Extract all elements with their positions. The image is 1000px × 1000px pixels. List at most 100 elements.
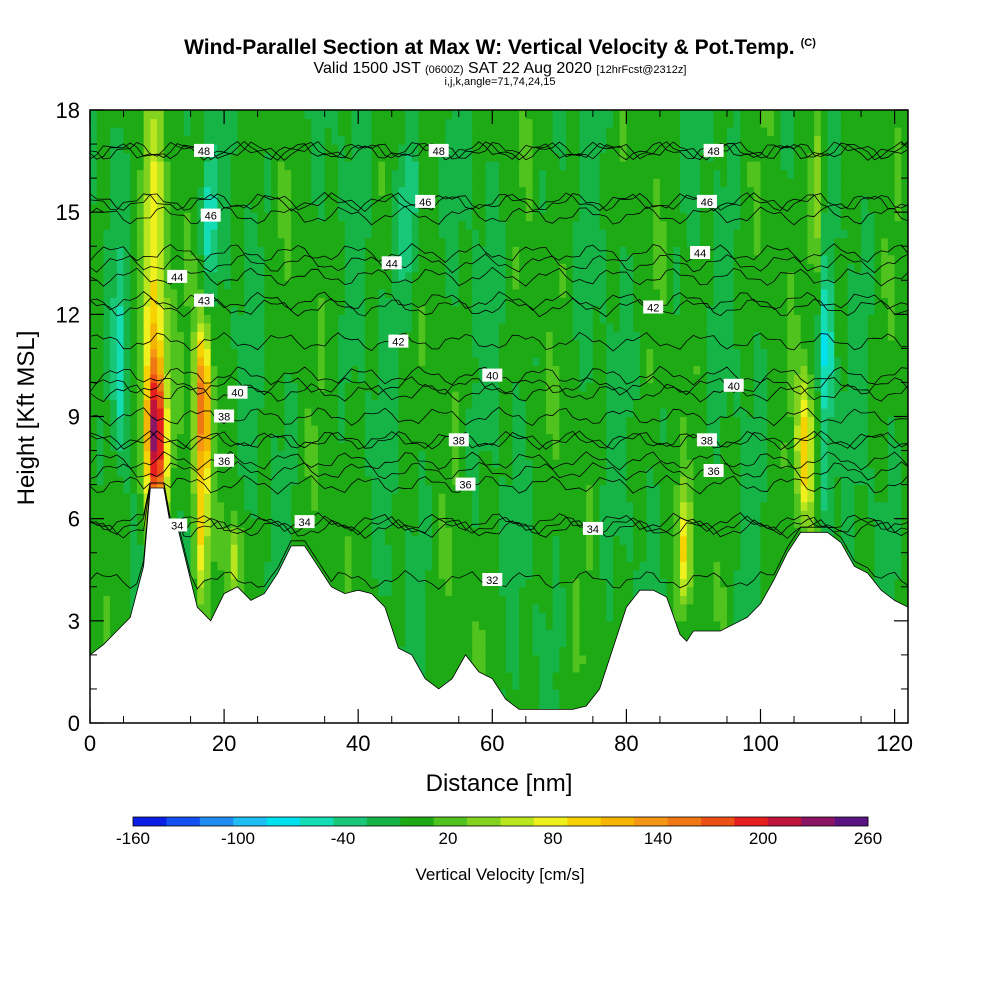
field-cell — [445, 390, 453, 401]
field-cell — [338, 263, 346, 273]
field-cell — [217, 510, 225, 520]
field-cell — [257, 399, 265, 409]
field-cell — [458, 535, 467, 545]
field-cell — [391, 467, 400, 477]
field-cell — [425, 169, 433, 179]
field-cell — [116, 390, 125, 401]
field-cell — [123, 297, 131, 307]
field-cell — [512, 390, 520, 401]
field-cell — [271, 271, 279, 281]
field-cell — [485, 476, 493, 486]
field-cell — [331, 127, 339, 137]
field-cell — [130, 237, 138, 247]
field-cell — [271, 263, 279, 273]
field-cell — [157, 127, 165, 137]
field-cell — [532, 297, 540, 307]
field-cell — [103, 373, 111, 384]
field-cell — [385, 135, 393, 145]
field-cell — [445, 569, 453, 579]
field-cell — [505, 110, 513, 120]
field-cell — [331, 280, 339, 290]
field-cell — [512, 552, 520, 562]
field-cell — [405, 297, 413, 307]
field-cell — [224, 373, 232, 384]
field-cell — [485, 314, 493, 324]
field-cell — [197, 433, 205, 443]
field-cell — [485, 425, 493, 435]
field-cell — [438, 476, 446, 486]
field-cell — [96, 152, 104, 162]
field-cell — [351, 110, 359, 120]
field-cell — [110, 152, 118, 162]
field-cell — [150, 186, 158, 196]
field-cell — [157, 339, 165, 349]
field-cell — [552, 671, 560, 682]
field-cell — [297, 484, 306, 494]
field-cell — [385, 373, 393, 384]
field-cell — [358, 416, 366, 426]
field-cell — [525, 246, 534, 256]
field-cell — [157, 348, 165, 358]
field-cell — [244, 390, 252, 401]
field-cell — [411, 442, 420, 452]
field-cell — [519, 339, 527, 349]
field-cell — [532, 433, 540, 443]
field-cell — [257, 476, 265, 486]
field-cell — [110, 544, 118, 554]
field-cell — [271, 297, 279, 307]
field-cell — [411, 288, 420, 298]
field-cell — [110, 535, 118, 545]
field-cell — [532, 203, 540, 213]
field-cell — [291, 382, 299, 392]
field-cell — [351, 484, 359, 494]
field-cell — [311, 271, 319, 281]
field-cell — [438, 646, 446, 656]
field-cell — [398, 237, 406, 247]
field-cell — [317, 484, 326, 494]
field-cell — [244, 212, 252, 222]
field-cell — [532, 322, 540, 332]
field-cell — [364, 297, 373, 307]
field-cell — [398, 467, 406, 477]
field-cell — [123, 501, 131, 511]
field-cell — [297, 493, 306, 503]
field-cell — [525, 595, 534, 605]
field-cell — [150, 169, 158, 179]
field-cell — [291, 161, 299, 171]
field-cell — [136, 254, 145, 264]
field-cell — [284, 254, 292, 264]
field-cell — [525, 654, 534, 664]
field-cell — [452, 127, 460, 137]
field-cell — [110, 339, 118, 349]
field-cell — [170, 297, 178, 307]
field-cell — [438, 263, 446, 273]
field-cell — [445, 169, 453, 179]
field-cell — [210, 110, 218, 120]
field-cell — [317, 382, 326, 392]
field-cell — [317, 237, 326, 247]
field-cell — [163, 356, 172, 367]
field-cell — [190, 203, 198, 213]
field-cell — [136, 561, 145, 571]
field-cell — [96, 552, 104, 562]
field-cell — [110, 459, 118, 469]
field-cell — [418, 118, 426, 128]
field-cell — [364, 569, 373, 579]
field-cell — [230, 484, 239, 494]
field-cell — [505, 646, 513, 656]
field-cell — [351, 535, 359, 545]
field-cell — [364, 450, 373, 460]
field-cell — [324, 552, 332, 562]
field-cell — [224, 467, 232, 477]
field-cell — [465, 569, 473, 579]
field-cell — [512, 110, 520, 120]
field-cell — [452, 263, 460, 273]
field-cell — [110, 493, 118, 503]
field-cell — [385, 348, 393, 358]
field-cell — [411, 297, 420, 307]
field-cell — [250, 416, 259, 426]
field-cell — [532, 527, 540, 537]
field-cell — [203, 527, 212, 537]
field-cell — [110, 356, 118, 367]
field-cell — [257, 510, 265, 520]
